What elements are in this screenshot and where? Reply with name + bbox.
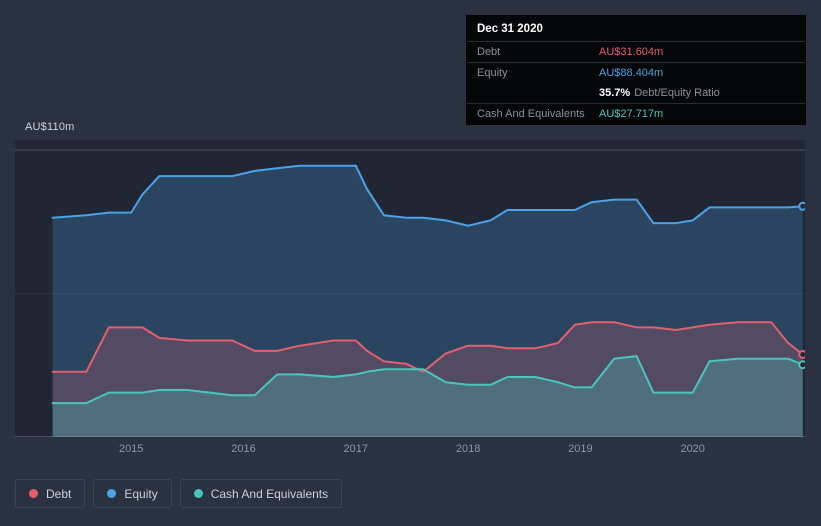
tooltip-debt-label: Debt <box>477 46 501 58</box>
legend-equity-label: Equity <box>124 486 158 501</box>
x-tick-2019: 2019 <box>568 443 593 455</box>
plot-area[interactable] <box>15 140 805 437</box>
tooltip-date: Dec 31 2020 <box>467 16 805 42</box>
tooltip-cash-value: AU$27.717m <box>599 108 664 120</box>
tooltip: Dec 31 2020 Debt AU$31.604m Equity AU$88… <box>466 15 806 125</box>
x-axis-ticks: 2015 2016 2017 2018 2019 2020 <box>15 443 805 457</box>
x-tick-2015: 2015 <box>118 443 144 455</box>
legend-debt-label: Debt <box>46 486 72 501</box>
tooltip-debt-value: AU$31.604m <box>599 46 664 58</box>
tooltip-ratio-value: 35.7% <box>599 87 631 99</box>
x-tick-2018: 2018 <box>455 443 481 455</box>
legend-item-cash[interactable]: Cash And Equivalents <box>179 479 343 508</box>
x-tick-2016: 2016 <box>231 443 256 455</box>
x-tick-2020: 2020 <box>680 443 705 455</box>
debt-dot-icon <box>29 489 38 498</box>
x-tick-2017: 2017 <box>343 443 369 455</box>
tooltip-row-ratio: 35.7% Debt/Equity Ratio <box>467 83 805 104</box>
cash-dot-icon <box>193 489 203 498</box>
tooltip-cash-label: Cash And Equivalents <box>477 108 585 120</box>
legend: Debt Equity Cash And Equivalents <box>15 479 343 508</box>
tooltip-row-equity: Equity AU$88.404m <box>467 63 805 83</box>
y-axis-label-top: AU$110m <box>25 121 75 133</box>
tooltip-ratio-label: Debt/Equity Ratio <box>634 87 720 99</box>
tooltip-row-cash: Cash And Equivalents AU$27.717m <box>467 104 805 124</box>
legend-item-equity[interactable]: Equity <box>93 479 172 508</box>
tooltip-row-debt: Debt AU$31.604m <box>467 42 805 63</box>
tooltip-equity-label: Equity <box>477 67 508 79</box>
legend-cash-label: Cash And Equivalents <box>210 486 329 501</box>
tooltip-equity-value: AU$88.404m <box>599 67 664 79</box>
equity-dot-icon <box>107 489 117 498</box>
chart-svg[interactable] <box>15 140 805 437</box>
legend-item-debt[interactable]: Debt <box>15 479 86 508</box>
